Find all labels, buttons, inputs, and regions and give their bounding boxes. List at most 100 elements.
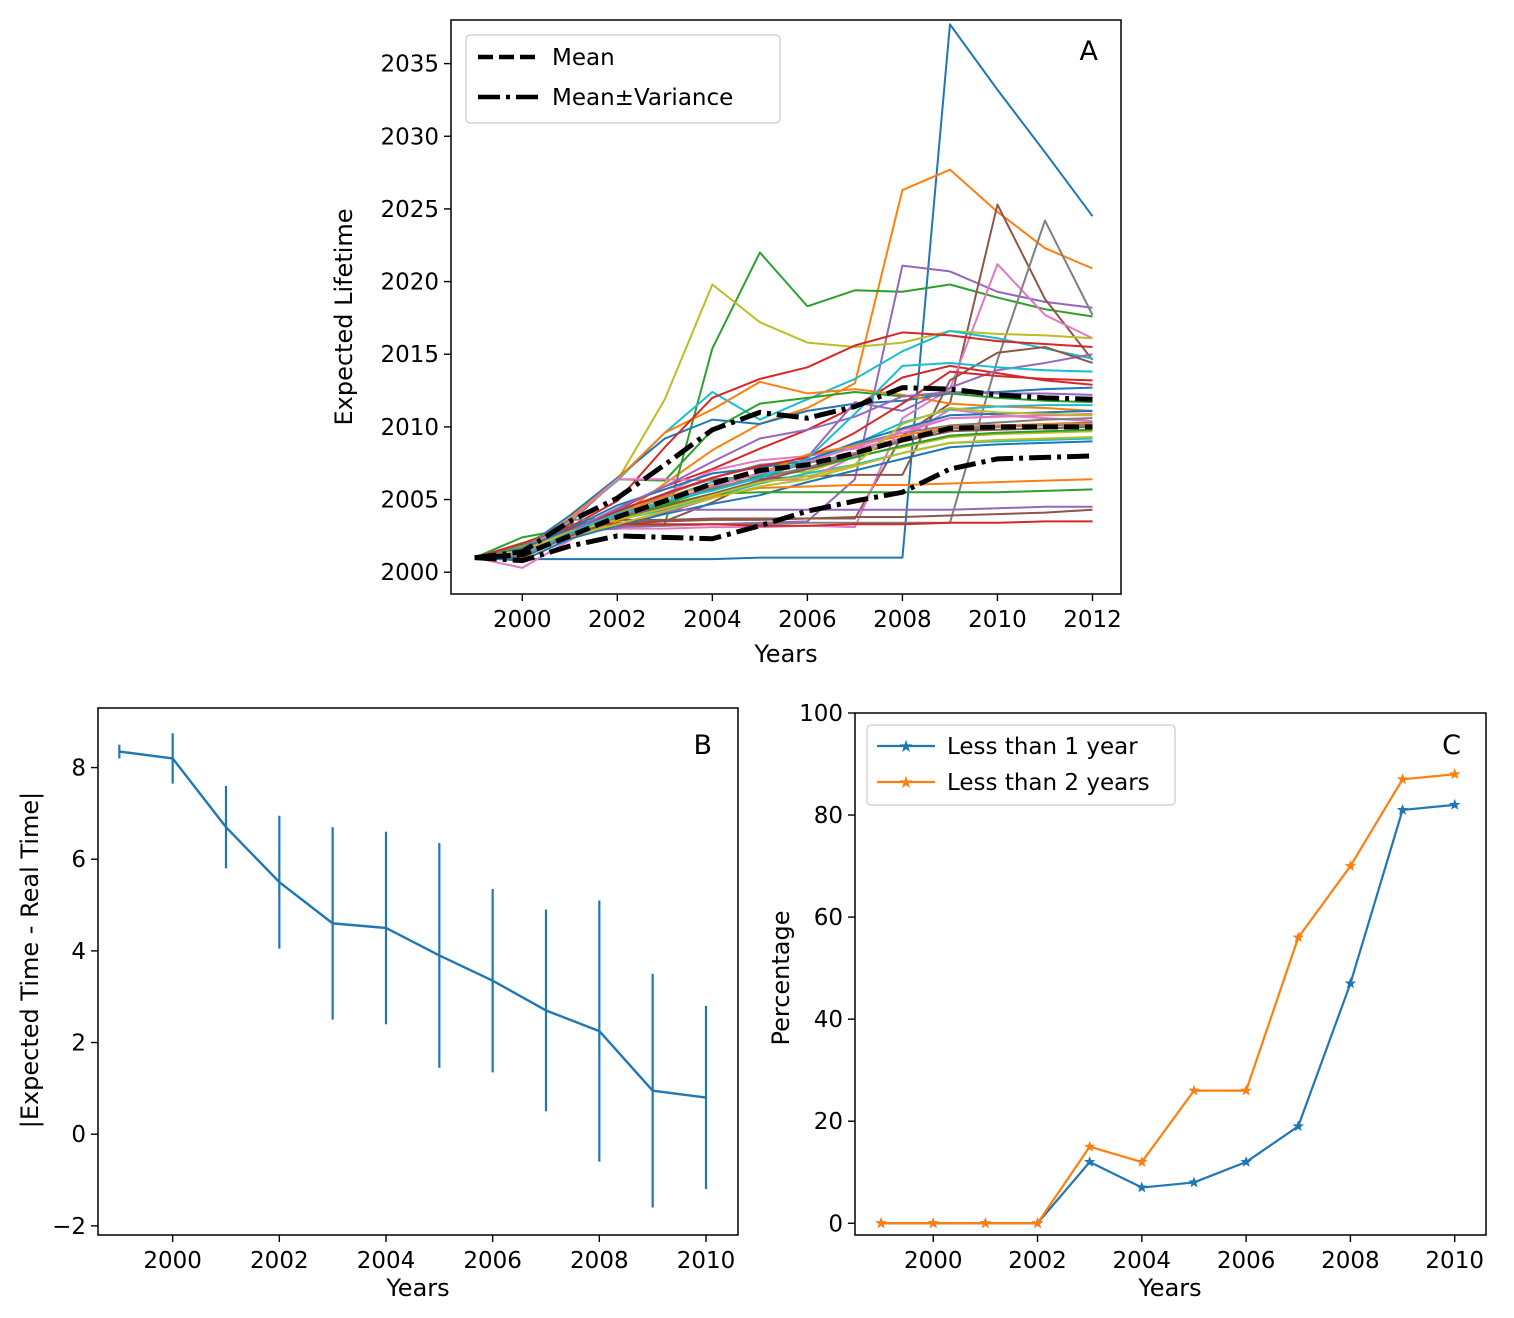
x-tick-label: 2008 xyxy=(1321,1248,1380,1274)
panel-a-frame xyxy=(450,19,1122,595)
y-tick-label: 2000 xyxy=(380,560,439,586)
panel-c-legend: ★ Less than 1 year ★ Less than 2 years xyxy=(866,724,1176,806)
y-tick-label: 2015 xyxy=(380,342,439,368)
legend-mean-label: Mean xyxy=(552,45,615,71)
y-tick-label: 0 xyxy=(828,1211,843,1237)
panel-c-series-2-point xyxy=(1292,931,1304,943)
panel-b-plot-area xyxy=(118,733,708,1208)
panel-c-series-1-point xyxy=(1240,1156,1252,1167)
panel-c-series-2-point xyxy=(1136,1156,1148,1167)
legend-variance-label: Mean±Variance xyxy=(552,85,733,111)
panel-c-series-2-point xyxy=(927,1217,939,1229)
x-tick-label: 2000 xyxy=(493,607,552,633)
x-tick-label: 2000 xyxy=(143,1248,202,1274)
legend-series-1-marker: ★ xyxy=(898,737,913,757)
y-tick-label: 2025 xyxy=(380,197,439,223)
panel-b-x-ticks: 2000 2002 2004 2006 2008 2010 xyxy=(143,1235,735,1274)
x-tick-label: 2010 xyxy=(677,1248,736,1274)
panel-c-letter: C xyxy=(1442,730,1461,761)
panel-b: 2000 2002 2004 2006 2008 2010 −2 0 2 4 6 8 Years |… xyxy=(16,707,739,1302)
panel-c-series-2-point xyxy=(1396,773,1409,785)
panel-c-series-1-point xyxy=(1449,798,1461,810)
panel-a-series-line xyxy=(474,440,1093,562)
panel-b-x-axis-label: Years xyxy=(385,1274,449,1302)
panel-c-series-2-point xyxy=(875,1217,887,1229)
panel-a-series-line xyxy=(474,219,1094,559)
panel-c-y-ticks: 0 20 40 60 80 100 xyxy=(799,701,855,1237)
panel-c-series-2-point xyxy=(1031,1217,1044,1229)
panel-c-x-axis-label: Years xyxy=(1137,1274,1201,1302)
y-tick-label: 2010 xyxy=(380,415,439,441)
panel-c-x-ticks: 2000 2002 2004 2006 2008 2010 xyxy=(904,1235,1484,1274)
y-tick-label: 100 xyxy=(799,701,843,727)
x-tick-label: 2004 xyxy=(683,607,742,633)
y-tick-label: 2035 xyxy=(380,52,439,78)
panel-c-plot-area xyxy=(875,768,1461,1229)
x-tick-label: 2006 xyxy=(778,607,837,633)
x-tick-label: 2000 xyxy=(904,1248,963,1274)
panel-c-series-2-point xyxy=(1083,1140,1096,1152)
y-tick-label: 0 xyxy=(71,1122,86,1148)
y-tick-label: 4 xyxy=(71,939,86,965)
y-tick-label: 2030 xyxy=(380,124,439,150)
panel-c-series-line-2 xyxy=(881,773,1455,1225)
panel-a-series-line xyxy=(474,168,1093,559)
panel-b-letter: B xyxy=(693,730,712,761)
panel-c-series-line-1 xyxy=(881,803,1455,1225)
panel-c-series-2-point xyxy=(979,1217,992,1229)
panel-b-y-ticks: −2 0 2 4 6 8 xyxy=(52,756,98,1240)
panel-a-legend-box xyxy=(465,34,781,124)
panel-a-x-axis-label: Years xyxy=(753,640,817,668)
legend-series-1-label: Less than 1 year xyxy=(947,734,1138,760)
panel-c-series-1-point xyxy=(1396,803,1409,815)
panel-a-legend: Mean Mean±Variance xyxy=(465,34,781,124)
panel-c-legend-box xyxy=(866,724,1176,806)
x-tick-label: 2006 xyxy=(463,1248,522,1274)
x-tick-label: 2002 xyxy=(250,1248,309,1274)
panel-a-letter: A xyxy=(1080,36,1099,67)
x-tick-label: 2006 xyxy=(1217,1248,1276,1274)
panel-c-series-1-point xyxy=(1083,1156,1096,1167)
panel-c: 2000 2002 2004 2006 2008 2010 0 20 40 60 80 100 Ye… xyxy=(767,701,1487,1302)
legend-series-2-marker: ★ xyxy=(898,773,913,793)
x-tick-label: 2002 xyxy=(588,607,647,633)
y-tick-label: 80 xyxy=(814,803,843,829)
panel-c-series-1-point xyxy=(1292,1120,1304,1132)
panel-a-plot-area xyxy=(474,23,1094,569)
panel-a-y-axis-label: Expected Lifetime xyxy=(330,208,358,425)
panel-b-y-axis-label: |Expected Time - Real Time| xyxy=(16,792,44,1129)
y-tick-label: 40 xyxy=(814,1007,843,1033)
y-tick-label: 2005 xyxy=(380,488,439,514)
x-tick-label: 2008 xyxy=(873,607,932,633)
panel-a-y-ticks: 2000 2005 2010 2015 2020 2025 2030 2035 xyxy=(380,52,451,586)
panel-a-mean-minus-variance-line xyxy=(474,453,1093,564)
y-tick-label: −2 xyxy=(52,1214,86,1240)
x-tick-label: 2012 xyxy=(1063,607,1122,633)
panel-a-mean-line xyxy=(474,424,1093,561)
y-tick-label: 60 xyxy=(814,905,843,931)
panel-c-series-1-point xyxy=(1136,1181,1148,1193)
x-tick-label: 2004 xyxy=(1113,1248,1172,1274)
legend-series-2-label: Less than 2 years xyxy=(947,770,1150,796)
y-tick-label: 8 xyxy=(71,756,86,782)
panel-a-x-ticks: 2000 2002 2004 2006 2008 2010 2012 xyxy=(493,594,1122,633)
panel-c-series-2-point xyxy=(1449,768,1461,780)
panel-c-frame xyxy=(854,712,1487,1236)
y-tick-label: 2 xyxy=(71,1031,86,1057)
panel-c-series-1-point xyxy=(1344,977,1357,989)
y-tick-label: 20 xyxy=(814,1109,843,1135)
x-tick-label: 2008 xyxy=(570,1248,629,1274)
panel-a-series-line xyxy=(474,23,1094,561)
panel-c-series-2-point xyxy=(1344,860,1357,871)
panel-a-series-line xyxy=(474,203,1094,559)
y-tick-label: 6 xyxy=(71,847,86,873)
panel-a-mean-plus-variance-line xyxy=(474,385,1093,561)
panel-a-series-line xyxy=(474,251,1093,559)
y-tick-label: 2020 xyxy=(380,270,439,296)
x-tick-label: 2002 xyxy=(1008,1248,1067,1274)
panel-c-series-2-point xyxy=(1188,1084,1200,1096)
panel-b-frame xyxy=(97,707,739,1236)
panel-b-series-line xyxy=(119,750,707,1099)
x-tick-label: 2010 xyxy=(1425,1248,1484,1274)
